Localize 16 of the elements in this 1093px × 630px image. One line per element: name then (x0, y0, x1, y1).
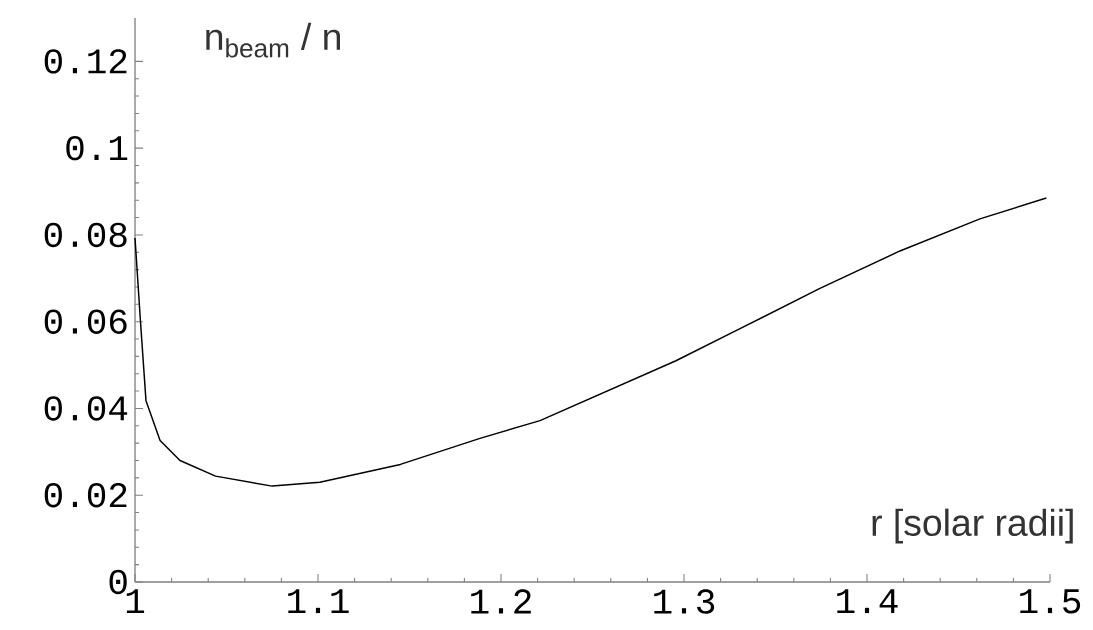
line-series (134, 197, 1048, 487)
x-tick-label: 1.2 (471, 589, 531, 614)
y-tick-label: 0.04 (44, 396, 128, 421)
x-tick-label: 1.1 (288, 589, 349, 614)
y-tick-label: 0 (109, 569, 127, 595)
y-tick-label: 0.1 (66, 135, 128, 161)
x-tick-label: 1 (126, 589, 145, 614)
y-tick-label: 0.12 (44, 49, 127, 74)
y-tick-label: 0.06 (44, 309, 127, 334)
y-tick-label: 0.02 (44, 482, 127, 508)
x-tick-label: 1.5 (1020, 589, 1081, 614)
y-tick-label: 0.08 (44, 222, 127, 248)
x-tick-label: 1.4 (837, 589, 898, 614)
x-axis-title: r [solar radii] (872, 508, 1073, 544)
y-axis-title: n$_{beam}$ / n (206, 22, 340, 58)
x-tick-label: 1.3 (654, 589, 715, 614)
